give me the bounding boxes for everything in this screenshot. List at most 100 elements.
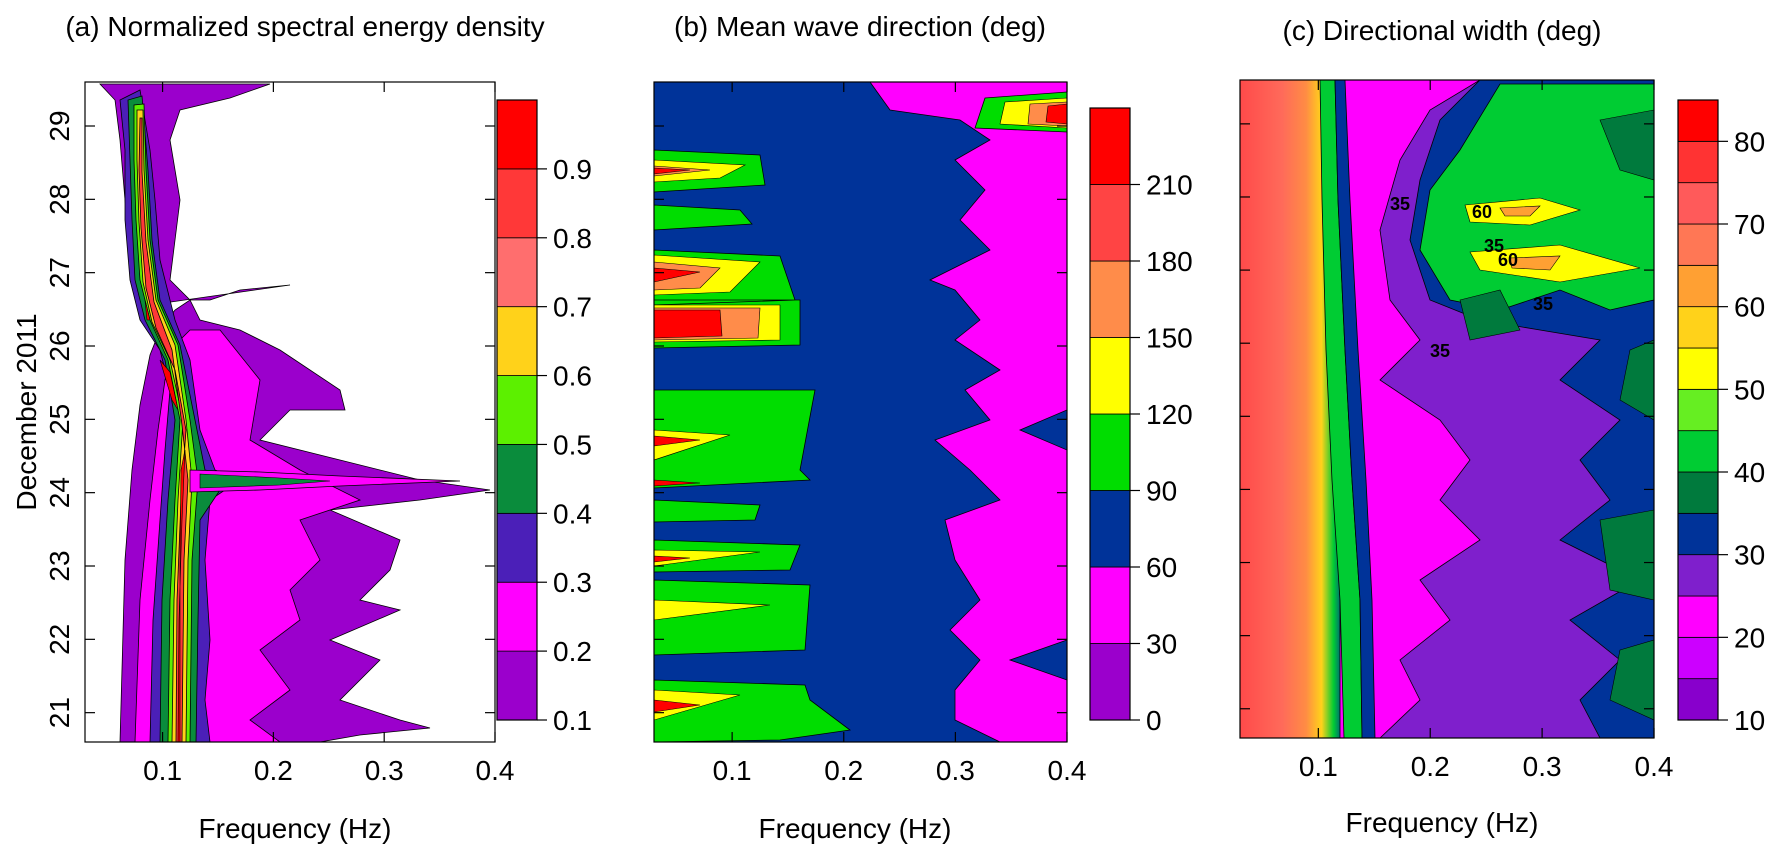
- colorbar-a-tick-label: 0.1: [553, 705, 592, 736]
- panel-a-xlabel: Frequency (Hz): [199, 813, 392, 844]
- colorbar-b-swatch: [1089, 260, 1131, 338]
- colorbar-a-tick-label: 0.7: [553, 292, 592, 323]
- panel-b-xtick-label: 0.2: [824, 755, 863, 786]
- colorbar-c-tick-label: 50: [1734, 374, 1765, 405]
- panel-b-spike-60-90-b: [1008, 639, 1067, 681]
- colorbar-c-swatch: [1677, 595, 1719, 638]
- contour-label-35-d: 35: [1430, 341, 1450, 361]
- panel-b-region-30-60: [869, 82, 1067, 742]
- panel-c-region-60-70-b: [1509, 255, 1561, 271]
- colorbar-a-swatch: [496, 512, 538, 583]
- panel-b-region-210-240-left: [654, 167, 723, 713]
- colorbar-b-tick-label: 180: [1146, 246, 1193, 277]
- colorbar-a-tick-label: 0.8: [553, 223, 592, 254]
- panel-b-xtick-label: 0.1: [713, 755, 752, 786]
- panel-b-region-90-120: [654, 149, 852, 742]
- panel-c-frame: [1239, 79, 1655, 739]
- panel-b-colorbar: 0 30 60 90 120 150 180 210: [1089, 107, 1193, 736]
- panel-c-field: 35 60 35 60 35 35: [1240, 80, 1654, 738]
- panel-c-xtick-label: 0.2: [1411, 751, 1450, 782]
- colorbar-c-swatch: [1677, 388, 1719, 432]
- colorbar-c-swatch: [1677, 471, 1719, 514]
- colorbar-a-tick-label: 0.5: [553, 429, 592, 460]
- colorbar-c-swatch: [1677, 264, 1719, 308]
- colorbar-b-swatch: [1089, 107, 1131, 185]
- panel-a-xtick-label: 0.3: [365, 755, 404, 786]
- panel-a-xtick-label: 0.4: [476, 755, 515, 786]
- ytick-label: 29: [44, 110, 75, 141]
- panel-b: (b) Mean wave direction (deg) 0.1 0.2 0.3 0…: [653, 11, 1193, 844]
- colorbar-c-swatch: [1677, 99, 1719, 142]
- colorbar-c-tick-label: 80: [1734, 126, 1765, 157]
- colorbar-b-tick-label: 120: [1146, 399, 1193, 430]
- panel-c-title: (c) Directional width (deg): [1283, 15, 1602, 46]
- colorbar-a-tick-label: 0.4: [553, 498, 592, 529]
- contour-label-35-b: 35: [1484, 236, 1504, 256]
- colorbar-c-tick-label: 40: [1734, 457, 1765, 488]
- colorbar-c-tick-label: 10: [1734, 705, 1765, 736]
- ytick-label: 25: [44, 404, 75, 435]
- colorbar-c-frame: [1677, 99, 1719, 721]
- contour-label-60-b: 60: [1498, 250, 1518, 270]
- ytick-label: 27: [44, 257, 75, 288]
- colorbar-b-tick-label: 210: [1146, 170, 1193, 201]
- panel-a-region-0.8: [138, 117, 189, 742]
- panel-a-title: (a) Normalized spectral energy density: [65, 11, 544, 42]
- colorbar-a-swatch: [496, 444, 538, 514]
- panel-c-ridge-blue: [1334, 80, 1376, 738]
- panel-c-xtick-label: 0.1: [1299, 751, 1338, 782]
- ytick-label: 26: [44, 330, 75, 361]
- ytick-label: 22: [44, 624, 75, 655]
- colorbar-a-frame: [496, 99, 538, 721]
- colorbar-c-swatch: [1677, 554, 1719, 597]
- colorbar-c-swatch: [1677, 182, 1719, 225]
- colorbar-c-swatch: [1677, 140, 1719, 184]
- panel-a-field: [85, 82, 495, 742]
- colorbar-b-swatch: [1089, 413, 1131, 491]
- colorbar-b-swatch: [1089, 184, 1131, 262]
- panel-b-xtick-label: 0.4: [1048, 755, 1087, 786]
- panel-c-region-20-25: [1339, 80, 1481, 738]
- colorbar-a-tick-label: 0.2: [553, 636, 592, 667]
- colorbar-b-swatch: [1089, 337, 1131, 415]
- colorbar-a-swatch: [496, 581, 538, 652]
- panel-c-region-60-70-a: [1499, 205, 1541, 217]
- panel-b-xlabel: Frequency (Hz): [759, 813, 952, 844]
- panel-a-region-0.9: [144, 299, 186, 742]
- colorbar-c-tick-label: 60: [1734, 292, 1765, 323]
- colorbar-c-swatch: [1677, 306, 1719, 349]
- panel-c-xlabel: Frequency (Hz): [1346, 807, 1539, 838]
- colorbar-c-swatch: [1677, 430, 1719, 473]
- panel-a-spur-24-inner: [199, 473, 331, 489]
- panel-b-region-210-240: [1045, 103, 1067, 125]
- panel-c-axes: 0.1 0.2 0.3 0.4: [1240, 80, 1673, 782]
- colorbar-c-tick-label: 30: [1734, 540, 1765, 571]
- panel-a-axes: 0.1 0.2 0.3 0.4 21 22 23 24 25 26 27 28 29: [44, 82, 514, 786]
- colorbar-c-swatch: [1677, 347, 1719, 390]
- panel-a: (a) Normalized spectral energy density 0…: [11, 11, 592, 844]
- colorbar-c-tick-label: 20: [1734, 622, 1765, 653]
- colorbar-a-swatch: [496, 168, 538, 239]
- panel-c: (c) Directional width (deg) 35 60 35: [1239, 15, 1765, 838]
- colorbar-a-swatch: [496, 650, 538, 721]
- panel-b-title: (b) Mean wave direction (deg): [674, 11, 1046, 42]
- ytick-label: 21: [44, 697, 75, 728]
- figure-ylabel: December 2011: [11, 313, 42, 510]
- panel-b-field: [654, 82, 1067, 742]
- contour-label-60-a: 60: [1472, 202, 1492, 222]
- colorbar-b-tick-label: 60: [1146, 552, 1177, 583]
- colorbar-b-tick-label: 90: [1146, 476, 1177, 507]
- colorbar-a-swatch: [496, 99, 538, 170]
- colorbar-a-swatch: [496, 375, 538, 445]
- panel-a-xtick-label: 0.2: [254, 755, 293, 786]
- colorbar-b-tick-label: 0: [1146, 705, 1162, 736]
- ytick-label: 24: [44, 477, 75, 508]
- contour-label-35-c: 35: [1533, 294, 1553, 314]
- contour-label-35-a: 35: [1390, 194, 1410, 214]
- panel-b-xtick-label: 0.3: [936, 755, 975, 786]
- colorbar-a-tick-label: 0.3: [553, 567, 592, 598]
- panel-c-colorbar: 10 20 30 40 50 60 70 80: [1677, 99, 1765, 736]
- colorbar-c-tick-label: 70: [1734, 209, 1765, 240]
- ytick-label: 23: [44, 550, 75, 581]
- colorbar-c-swatch: [1677, 636, 1719, 680]
